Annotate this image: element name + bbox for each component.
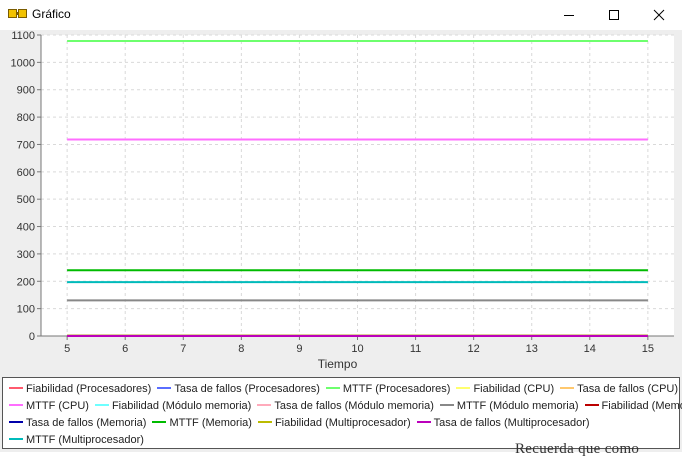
minimize-icon bbox=[564, 15, 574, 16]
y-tick-label: 200 bbox=[17, 276, 35, 288]
line-chart: 0 100 200 300 400 500 600 700 800 900 1000 1100 5 6 7 8… bbox=[11, 30, 674, 371]
y-tick-label: 700 bbox=[17, 139, 35, 151]
minimize-button[interactable] bbox=[546, 0, 592, 30]
legend-row: Tasa de fallos (Memoria) MTTF (Memoria) Fi… bbox=[9, 415, 679, 432]
legend-row: MTTF (Multiprocesador) bbox=[9, 432, 679, 449]
legend-item: Tasa de fallos (CPU) bbox=[560, 381, 678, 398]
legend-label: Tasa de fallos (Memoria) bbox=[26, 417, 147, 429]
maximize-button[interactable] bbox=[591, 0, 637, 30]
window-title: Gráfico bbox=[32, 7, 71, 21]
legend-swatch bbox=[257, 421, 272, 424]
x-tick-label: 11 bbox=[410, 343, 421, 355]
legend-swatch bbox=[9, 404, 23, 407]
background-document-text: Recuerda que como bbox=[515, 441, 640, 457]
legend-item: MTTF (Módulo memoria) bbox=[439, 398, 579, 415]
legend-item: Tasa de fallos (Memoria) bbox=[9, 415, 146, 432]
close-icon bbox=[653, 9, 665, 21]
legend-label: Fiabilidad (Memoria) bbox=[601, 400, 682, 412]
close-button[interactable] bbox=[636, 0, 682, 30]
legend-swatch bbox=[9, 438, 23, 441]
legend-item: MTTF (CPU) bbox=[9, 398, 89, 415]
legend-item: Fiabilidad (CPU) bbox=[456, 381, 554, 398]
legend-label: Tasa de fallos (CPU) bbox=[577, 383, 679, 395]
x-tick-label: 13 bbox=[526, 343, 538, 355]
legend-label: Tasa de fallos (Módulo memoria) bbox=[274, 400, 434, 412]
y-tick-label: 100 bbox=[17, 304, 35, 316]
maximize-icon bbox=[609, 10, 619, 20]
y-tick-label: 900 bbox=[17, 85, 35, 97]
x-tick-label: 7 bbox=[180, 343, 186, 355]
legend-item: Fiabilidad (Procesadores) bbox=[9, 381, 151, 398]
x-tick-label: 15 bbox=[642, 343, 654, 355]
legend-label: Fiabilidad (Multiprocesador) bbox=[274, 417, 411, 429]
y-tick-label: 500 bbox=[17, 194, 35, 206]
legend-item: Tasa de fallos (Multiprocesador) bbox=[416, 415, 590, 432]
legend-row: MTTF (CPU) Fiabilidad (Módulo memoria) Tas… bbox=[9, 398, 682, 415]
y-tick-label: 800 bbox=[17, 112, 35, 124]
legend-swatch bbox=[9, 421, 23, 424]
chart-panel: 0 100 200 300 400 500 600 700 800 900 1000 1100 5 6 7 8… bbox=[0, 30, 682, 452]
legend-label: Tasa de fallos (Multiprocesador) bbox=[433, 417, 590, 429]
legend-label: Tasa de fallos (Procesadores) bbox=[174, 383, 320, 395]
legend-label: Fiabilidad (CPU) bbox=[473, 383, 555, 395]
legend-item: MTTF (Multiprocesador) bbox=[9, 432, 144, 449]
legend-item: Fiabilidad (Multiprocesador) bbox=[257, 415, 411, 432]
legend-swatch bbox=[157, 387, 172, 390]
legend-swatch bbox=[456, 387, 471, 390]
legend-item: MTTF (Procesadores) bbox=[325, 381, 451, 398]
x-tick-label: 5 bbox=[64, 343, 70, 355]
legend-swatch bbox=[152, 421, 167, 424]
y-tick-label: 600 bbox=[17, 167, 35, 179]
legend-swatch bbox=[439, 404, 454, 407]
legend-swatch bbox=[257, 404, 272, 407]
legend-swatch bbox=[584, 404, 599, 407]
legend-label: MTTF (Multiprocesador) bbox=[26, 434, 144, 446]
legend-swatch bbox=[560, 387, 575, 390]
legend-label: MTTF (Módulo memoria) bbox=[456, 400, 579, 412]
legend-item: Fiabilidad (Módulo memoria) bbox=[94, 398, 252, 415]
y-tick-label: 1100 bbox=[11, 30, 35, 42]
chart-legend: Fiabilidad (Procesadores) Tasa de fallos … bbox=[2, 377, 682, 449]
x-tick-label: 10 bbox=[351, 343, 363, 355]
legend-label: Fiabilidad (Módulo memoria) bbox=[111, 400, 252, 412]
legend-item: MTTF (Memoria) bbox=[152, 415, 252, 432]
y-tick-label: 400 bbox=[17, 222, 35, 234]
window-titlebar: Gráfico bbox=[0, 0, 682, 30]
legend-swatch bbox=[9, 387, 23, 390]
legend-swatch bbox=[416, 421, 431, 424]
legend-item: Tasa de fallos (Procesadores) bbox=[157, 381, 320, 398]
x-tick-label: 6 bbox=[122, 343, 128, 355]
legend-label: MTTF (Memoria) bbox=[169, 417, 252, 429]
x-tick-label: 14 bbox=[584, 343, 596, 355]
y-tick-label: 1000 bbox=[11, 57, 35, 69]
legend-label: MTTF (CPU) bbox=[26, 400, 89, 412]
x-tick-label: 12 bbox=[468, 343, 480, 355]
x-tick-label: 8 bbox=[238, 343, 244, 355]
legend-label: Fiabilidad (Procesadores) bbox=[26, 383, 152, 395]
chart-app-icon bbox=[8, 9, 27, 18]
legend-item: Fiabilidad (Memoria) bbox=[584, 398, 682, 415]
legend-swatch bbox=[94, 404, 109, 407]
legend-swatch bbox=[325, 387, 340, 390]
legend-label: MTTF (Procesadores) bbox=[342, 383, 451, 395]
legend-item: Tasa de fallos (Módulo memoria) bbox=[257, 398, 434, 415]
y-tick-label: 300 bbox=[17, 249, 35, 261]
x-axis-label: Tiempo bbox=[318, 357, 358, 371]
x-tick-label: 9 bbox=[296, 343, 302, 355]
y-tick-label: 0 bbox=[29, 331, 35, 343]
legend-row: Fiabilidad (Procesadores) Tasa de fallos … bbox=[9, 381, 679, 398]
